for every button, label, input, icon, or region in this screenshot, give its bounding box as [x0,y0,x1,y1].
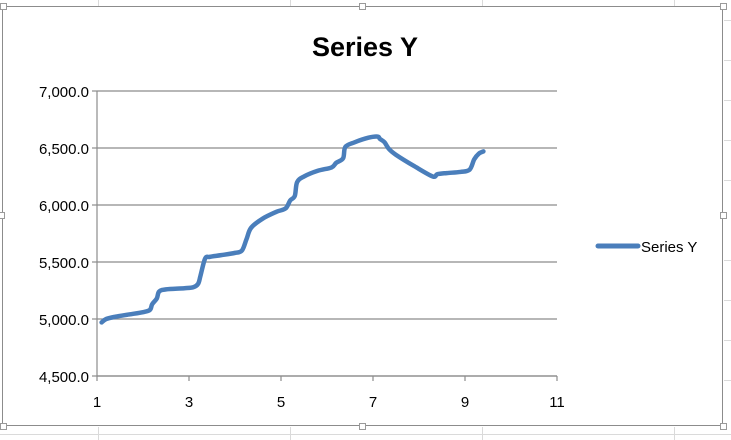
resize-handle-bottom-left[interactable] [0,423,7,430]
resize-handle-middle-right[interactable] [720,212,727,219]
axes [92,90,558,381]
x-tick-label-4: 9 [461,394,469,411]
resize-handle-bottom-center[interactable] [359,423,366,430]
x-axis-tick-labels: 1 3 5 7 9 11 [93,394,565,411]
y-tick-label-1: 5,000.0 [39,312,89,329]
resize-handle-middle-left[interactable] [0,212,5,219]
series-layer [99,134,486,325]
legend: Series Y [595,239,697,256]
legend-label-series-y: Series Y [641,239,697,256]
x-tick-label-3: 7 [369,394,377,411]
resize-handle-bottom-right[interactable] [720,423,727,430]
resize-handle-top-left[interactable] [0,3,7,10]
y-tick-label-4: 6,500.0 [39,141,89,158]
x-tick-label-5: 11 [549,394,565,411]
series-line-0 [99,134,486,325]
y-tick-label-5: 7,000.0 [39,84,89,101]
x-tick-label-1: 3 [185,394,193,411]
y-tick-label-0: 4,500.0 [39,369,89,386]
x-tick-label-2: 5 [277,394,285,411]
resize-handle-top-right[interactable] [720,3,727,10]
y-axis-tick-labels: 4,500.0 5,000.0 5,500.0 6,000.0 6,500.0 7,000… [39,84,89,386]
resize-handle-top-center[interactable] [359,3,366,10]
chart-title: Series Y [312,32,418,62]
x-tick-label-0: 1 [93,394,101,411]
y-tick-label-3: 6,000.0 [39,198,89,215]
y-tick-label-2: 5,500.0 [39,255,89,272]
gridlines [97,90,557,377]
